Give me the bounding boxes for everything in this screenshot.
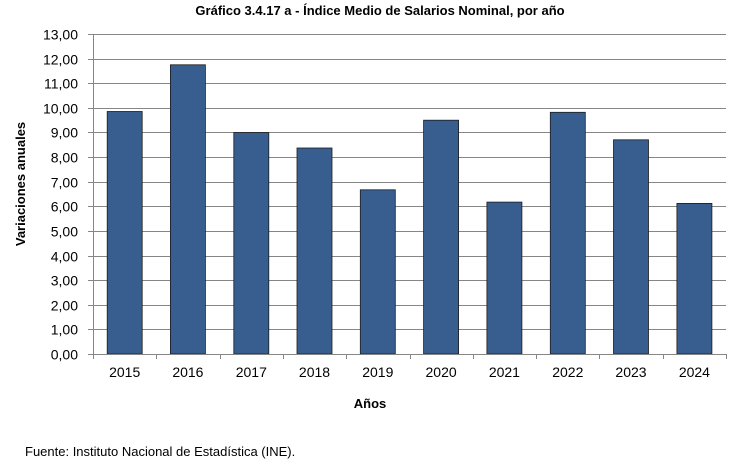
y-tick-label: 0,00 <box>51 347 78 363</box>
bars <box>106 64 713 355</box>
y-tick-label: 10,00 <box>43 101 78 117</box>
bar-2021 <box>486 201 523 355</box>
y-axis-label: Variaciones anuales <box>13 122 28 246</box>
bar-2020 <box>423 119 460 355</box>
y-tick-label: 6,00 <box>51 199 78 215</box>
y-tick-label: 1,00 <box>51 322 78 338</box>
x-tick-label: 2018 <box>299 364 330 380</box>
y-tick-label: 5,00 <box>51 224 78 240</box>
x-tick-label: 2020 <box>426 364 457 380</box>
y-tick-label: 13,00 <box>43 27 78 43</box>
x-tick-label: 2015 <box>109 364 140 380</box>
x-tick-label: 2016 <box>172 364 203 380</box>
y-tick-label: 11,00 <box>44 76 78 92</box>
y-tick-label: 3,00 <box>51 273 78 289</box>
bar-2017 <box>233 132 270 355</box>
y-tick-label: 4,00 <box>51 249 78 265</box>
y-tick-label: 7,00 <box>51 175 78 191</box>
x-tick-label: 2017 <box>236 364 267 380</box>
x-tick-label: 2024 <box>679 364 710 380</box>
axes: 0,00 1,00 2,00 3,00 4,00 5,00 6,00 7,00 8,00 9,00… <box>43 27 727 380</box>
x-tick-label: 2021 <box>489 364 520 380</box>
chart-title: Gráfico 3.4.17 a - Índice Medio de Salar… <box>195 3 564 18</box>
source-note: Fuente: Instituto Nacional de Estadístic… <box>25 444 296 459</box>
x-axis-label: Años <box>354 396 387 411</box>
bar-2024 <box>676 202 713 355</box>
x-tick-label: 2019 <box>362 364 393 380</box>
bar-2019 <box>359 189 396 355</box>
bar-2023 <box>613 139 649 355</box>
bar-2016 <box>169 64 206 355</box>
bar-2018 <box>296 147 333 355</box>
x-tick-label: 2023 <box>615 364 646 380</box>
y-tick-label: 2,00 <box>51 298 78 314</box>
bar-2022 <box>549 111 586 355</box>
y-tick-label: 9,00 <box>51 125 78 141</box>
bar-2015 <box>106 111 143 355</box>
y-tick-label: 12,00 <box>43 52 78 68</box>
x-tick-label: 2022 <box>552 364 583 380</box>
y-tick-label: 8,00 <box>51 150 78 166</box>
